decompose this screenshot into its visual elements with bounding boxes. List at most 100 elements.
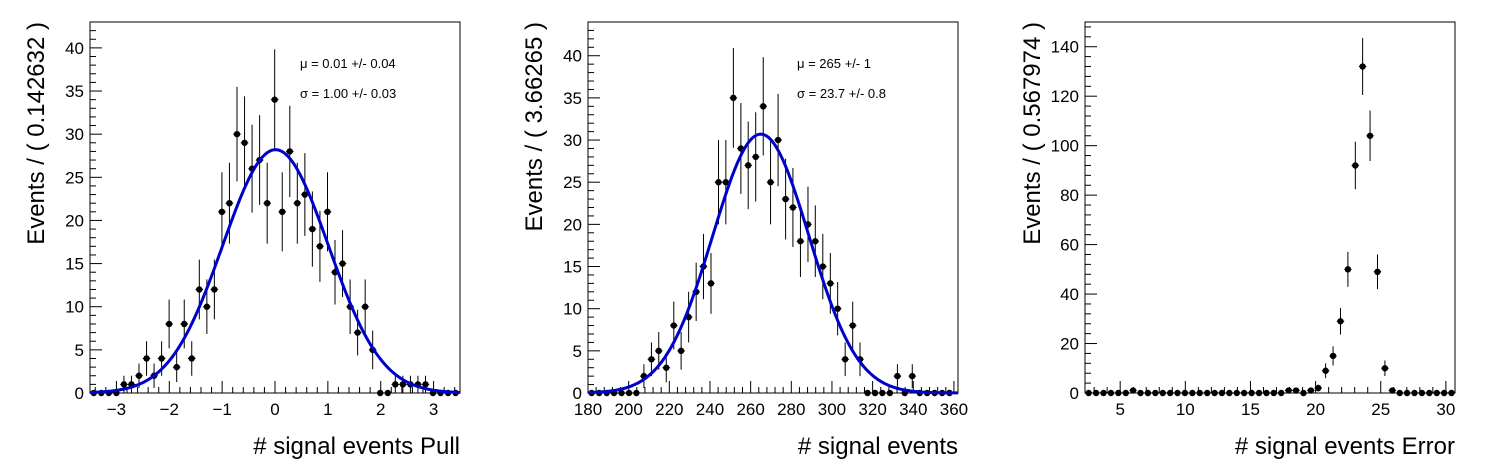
data-marker — [158, 355, 165, 362]
data-point — [871, 389, 879, 397]
data-marker — [286, 148, 293, 155]
data-marker — [663, 364, 670, 371]
x-tick-label: −3 — [107, 400, 126, 419]
data-marker — [1211, 389, 1218, 397]
data-point — [1403, 389, 1411, 397]
chart-panel-2: 180 200 220 240 260 280 300 320 340 360 0 5 10 15 20 25… — [521, 21, 968, 460]
data-point — [1344, 251, 1352, 287]
data-point — [142, 341, 151, 376]
y-axis-title: Events / ( 0.142632 ) — [23, 22, 50, 245]
data-point — [1351, 141, 1360, 190]
data-point — [811, 205, 820, 278]
y-tick-label: 35 — [65, 82, 84, 101]
data-marker — [1292, 387, 1300, 394]
data-point — [127, 375, 136, 393]
data-marker — [618, 389, 625, 397]
data-point — [187, 341, 196, 376]
data-point — [165, 299, 173, 349]
data-point — [714, 140, 723, 225]
data-point — [707, 252, 715, 314]
data-marker — [354, 329, 361, 336]
x-axis-title: # signal events Pull — [253, 433, 460, 460]
data-marker — [294, 199, 301, 207]
x-tick-label: −1 — [212, 400, 231, 419]
data-marker — [165, 320, 173, 328]
data-marker — [1403, 389, 1411, 397]
x-tick-label: 1 — [323, 400, 332, 419]
data-point — [617, 389, 626, 397]
gaussian-fit-curve — [89, 148, 461, 394]
data-marker — [1241, 389, 1248, 397]
data-point — [1277, 389, 1285, 397]
x-tick-label: 220 — [655, 400, 683, 419]
y-tick-label: 0 — [75, 384, 84, 403]
data-marker — [1263, 389, 1270, 397]
y-tick-label: 0 — [573, 384, 582, 403]
x-tick-label: 360 — [940, 400, 968, 419]
data-marker — [181, 320, 188, 328]
x-tick-label: 280 — [777, 400, 805, 419]
data-marker — [1204, 389, 1211, 397]
data-marker — [1337, 318, 1344, 325]
data-marker — [1300, 389, 1307, 397]
data-marker — [1359, 63, 1366, 70]
data-marker — [1085, 389, 1092, 397]
data-marker — [625, 389, 633, 397]
data-marker — [1196, 389, 1203, 397]
y-tick-label: 20 — [1060, 335, 1079, 354]
data-point — [819, 233, 827, 300]
data-point — [384, 389, 392, 397]
data-marker — [1137, 389, 1144, 397]
y-tick-label: 40 — [1060, 285, 1079, 304]
data-point — [1299, 389, 1308, 397]
y-tick-label: 5 — [75, 341, 84, 360]
y-tick-label: 10 — [65, 298, 84, 317]
x-tick-label: 2 — [376, 400, 385, 419]
data-marker — [1315, 384, 1322, 392]
data-point — [172, 352, 181, 383]
data-marker — [1433, 389, 1440, 397]
data-marker — [677, 347, 685, 355]
fit-mean-label: μ = 265 +/- 1 — [797, 56, 871, 71]
data-marker — [752, 153, 759, 161]
data-marker — [1092, 389, 1100, 397]
x-tick-label: 0 — [270, 400, 279, 419]
data-marker — [1426, 389, 1433, 397]
data-marker — [1122, 389, 1129, 397]
data-marker — [279, 208, 286, 216]
data-point — [1373, 254, 1382, 290]
data-point — [263, 162, 271, 244]
x-tick-label: 340 — [899, 400, 927, 419]
data-point — [1418, 389, 1426, 397]
y-tick-label: 0 — [1070, 384, 1079, 403]
data-marker — [399, 381, 407, 388]
data-marker — [909, 372, 916, 380]
data-point — [751, 112, 760, 202]
data-marker — [1144, 389, 1152, 397]
data-marker — [1100, 389, 1107, 397]
data-point — [1321, 363, 1330, 379]
data-point — [1262, 389, 1271, 397]
data-marker — [1248, 389, 1255, 397]
data-point — [1396, 389, 1404, 397]
data-point — [1314, 384, 1322, 392]
data-marker — [1381, 365, 1389, 372]
data-point — [1151, 389, 1160, 397]
data-marker — [1167, 389, 1174, 397]
data-marker — [1344, 266, 1352, 273]
data-marker — [1307, 387, 1315, 394]
data-point — [1144, 389, 1152, 397]
data-point — [1425, 389, 1434, 397]
data-marker — [1389, 387, 1396, 394]
data-point — [878, 389, 887, 397]
data-point — [1084, 389, 1093, 397]
data-marker — [271, 96, 278, 103]
data-marker — [797, 238, 804, 245]
data-point — [233, 86, 241, 182]
y-tick-label: 15 — [563, 258, 582, 277]
data-marker — [774, 136, 782, 144]
data-point — [1410, 389, 1419, 397]
x-tick-label: 320 — [858, 400, 886, 419]
